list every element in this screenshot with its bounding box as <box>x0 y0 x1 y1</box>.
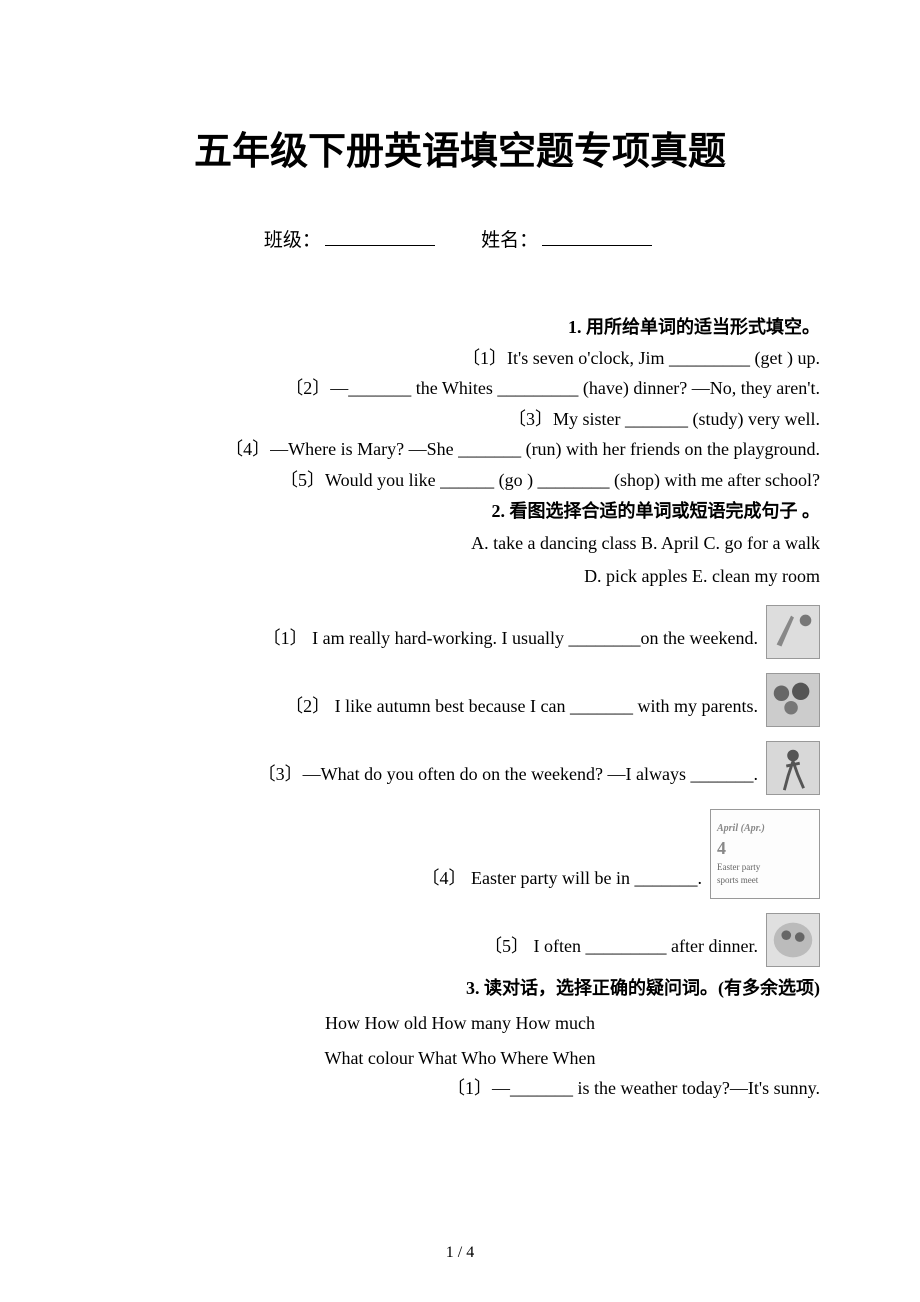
s1-q1: 〔1〕It's seven o'clock, Jim _________ (ge… <box>100 343 820 374</box>
s1-q3: 〔3〕My sister _______ (study) very well. <box>100 404 820 435</box>
dancing-image <box>766 741 820 795</box>
section1-heading: 1. 用所给单词的适当形式填空。 <box>100 312 820 343</box>
s3-q1: 〔1〕—_______ is the weather today?—It's s… <box>100 1073 820 1104</box>
s3-num: 3. <box>466 978 480 998</box>
name-blank <box>542 245 652 246</box>
s2-q3: 〔3〕—What do you often do on the weekend?… <box>100 759 758 796</box>
s2-row-3: 〔3〕—What do you often do on the weekend?… <box>100 741 820 795</box>
s2-num: 2. <box>492 501 506 521</box>
section3-heading: 3. 读对话，选择正确的疑问词。(有多余选项) <box>100 973 820 1004</box>
s1-q5: 〔5〕Would you like ______ (go ) ________ … <box>100 465 820 496</box>
s2-options-1: A. take a dancing class B. April C. go f… <box>100 528 820 559</box>
april-line2: sports meet <box>717 874 758 887</box>
s3-words-1: How How old How many How much <box>100 1008 820 1039</box>
class-label: 班级： <box>264 230 321 251</box>
s2-options-2: D. pick apples E. clean my room <box>100 561 820 592</box>
s1-q4: 〔4〕—Where is Mary? —She _______ (run) wi… <box>100 434 820 465</box>
april-num: 4 <box>717 836 726 861</box>
s3-text: 读对话，选择正确的疑问词。 <box>484 978 718 998</box>
april-title: April (Apr.) <box>717 822 765 836</box>
s2-q1: 〔1〕 I am really hard-working. I usually … <box>100 623 758 660</box>
s3-extra: (有多余选项) <box>718 978 820 998</box>
s2-text: 看图选择合适的单词或短语完成句子 。 <box>510 501 821 521</box>
s3-words-2: What colour What Who Where When <box>100 1043 820 1074</box>
pick-apples-image <box>766 673 820 727</box>
section2-heading: 2. 看图选择合适的单词或短语完成句子 。 <box>100 496 820 527</box>
walk-image <box>766 913 820 967</box>
header-fields: 班级： 姓名： <box>100 225 820 252</box>
name-label: 姓名： <box>481 230 538 251</box>
s2-row-1: 〔1〕 I am really hard-working. I usually … <box>100 605 820 659</box>
s1-q2: 〔2〕—_______ the Whites _________ (have) … <box>100 373 820 404</box>
s2-q4: 〔4〕 Easter party will be in _______. <box>100 863 702 900</box>
april-line1: Easter party <box>717 861 760 874</box>
s2-q2: 〔2〕 I like autumn best because I can ___… <box>100 691 758 728</box>
s2-row-2: 〔2〕 I like autumn best because I can ___… <box>100 673 820 727</box>
april-calendar-image: April (Apr.) 4 Easter party sports meet <box>710 809 820 899</box>
class-blank <box>325 245 435 246</box>
page-title: 五年级下册英语填空题专项真题 <box>100 120 820 175</box>
clean-room-image <box>766 605 820 659</box>
s1-num: 1. <box>568 317 582 337</box>
page-number: 1 / 4 <box>0 1244 920 1262</box>
s2-row-4: 〔4〕 Easter party will be in _______. Apr… <box>100 809 820 899</box>
s2-row-5: 〔5〕 I often _________ after dinner. <box>100 913 820 967</box>
s2-q5: 〔5〕 I often _________ after dinner. <box>100 931 758 968</box>
content-body: 1. 用所给单词的适当形式填空。 〔1〕It's seven o'clock, … <box>100 312 820 1104</box>
s1-text: 用所给单词的适当形式填空。 <box>586 317 820 337</box>
